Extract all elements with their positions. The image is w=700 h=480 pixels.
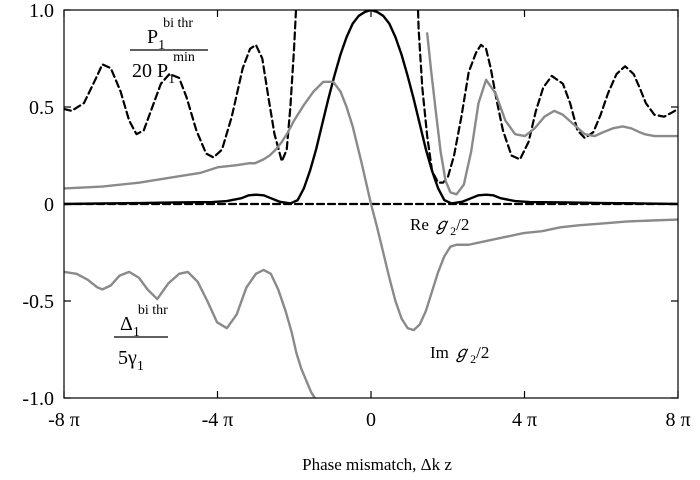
x-tick-label-4: 4 π [512,409,537,431]
series-line-7 [425,32,678,196]
svg-text:Δ1bi thr: Δ1 bi thr [120,303,168,340]
y-tick-label-3: 0 [44,194,54,216]
svg-text:P1bi thr: P1 bi thr [147,16,193,53]
x-tick-label-2: -4 π [202,409,234,431]
power-denominator-sub: 1 [168,72,175,87]
series-line-4 [64,10,678,206]
svg-text:5γ1: 5γ1 [118,347,144,374]
re-g2-label: Re ℊ2/2 [410,215,469,238]
power-ratio-label: P1bi thr 20 P1min [130,16,208,87]
x-tick-label-5: 8 π [665,409,690,431]
power-numerator-base: P [147,26,158,48]
series-layer [64,10,678,398]
y-tick-label-4: -0.5 [22,291,54,313]
y-tick-label-1: 1.0 [29,0,54,22]
y-tick-label-5: -1.0 [22,388,54,410]
detuning-denominator-base: 5γ [118,347,137,369]
power-denominator-base: 20 P [132,60,168,82]
detuning-ratio-label: Δ1bi thr 5γ1 [114,303,168,374]
tick-layer: -8 π -4 π 0 4 π 8 π 1.0 0.5 0 -0.5 -1.0 [22,0,690,431]
im-g2-label: Im ℊ2/2 [430,343,489,366]
x-tick-label-3: 0 [366,409,376,431]
power-numerator-sub: 1 [158,38,165,53]
x-axis-title: Phase mismatch, Δk z [302,455,452,474]
series-line-6 [64,268,317,398]
x-tick-label-1: -8 π [48,409,80,431]
detuning-numerator-sup: bi thr [138,303,168,318]
series-line-2 [416,10,678,184]
detuning-denominator-sub: 1 [137,359,144,374]
y-tick-label-2: 0.5 [29,97,54,119]
detuning-numerator-base: Δ [120,313,133,335]
series-line-5 [64,80,678,332]
power-denominator-sup: min [173,50,195,65]
power-numerator-sup: bi thr [163,16,193,31]
svg-text:20 P1min: 20 P1 min [132,50,195,87]
detuning-numerator-sub: 1 [133,325,140,340]
series-line-1 [64,10,298,163]
